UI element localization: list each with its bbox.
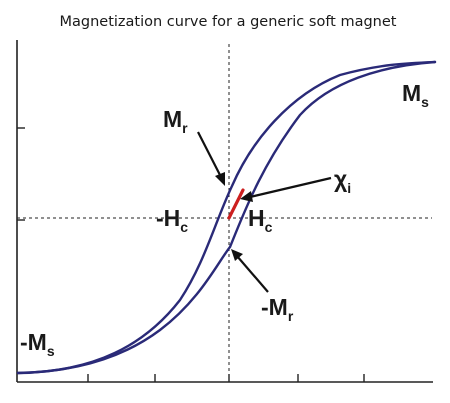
mr-arrow [197,131,225,186]
figure-title: Magnetization curve for a generic soft m… [60,14,397,30]
neg-ms-label: -Ms [20,329,55,359]
hysteresis-upper-branch [16,60,437,375]
chi-label: χi [334,166,351,196]
neg-mr-label: -Mr [261,294,294,324]
ms-label: Ms [402,80,429,110]
neg-hc-label: -Hc [156,205,188,235]
initial-susceptibility-segment [227,188,245,220]
hysteresis-lower-branch [16,60,437,375]
neg-mr-arrow [231,249,269,293]
hc-label: Hc [248,205,273,235]
mr-label: Mr [163,106,188,136]
chi-arrow [240,176,332,202]
